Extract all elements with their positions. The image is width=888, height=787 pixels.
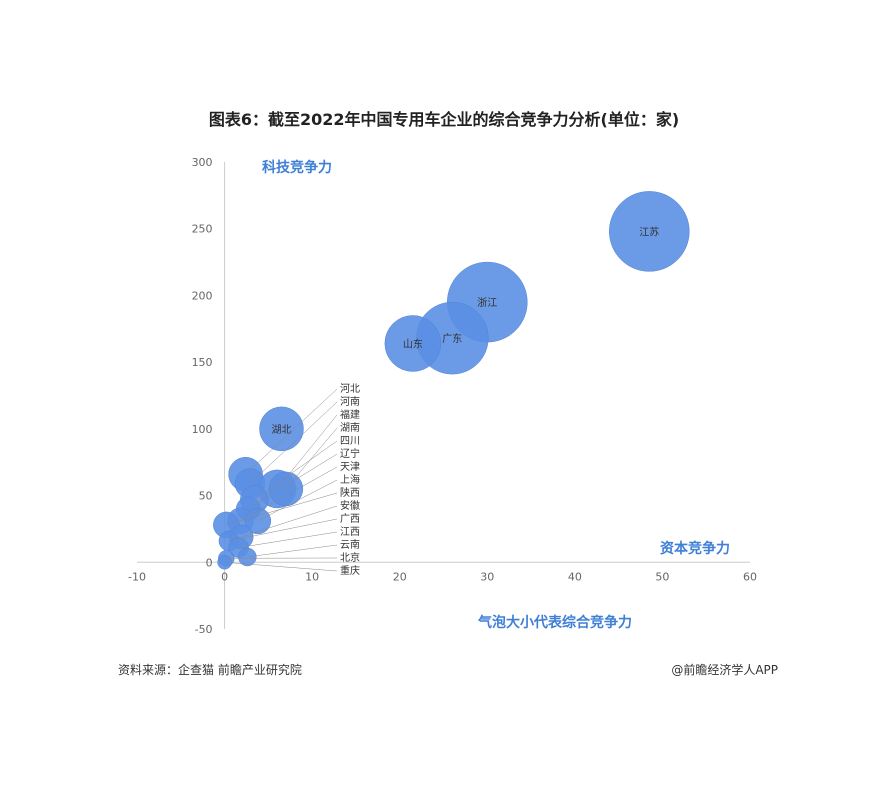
label-leader-line [228, 518, 338, 542]
y-tick-label: 100 [192, 423, 213, 436]
label-leader-line [249, 401, 338, 484]
bubble-label: 江苏 [639, 225, 659, 238]
source-note: 资料来源：企查猫 前瞻产业研究院 [118, 663, 302, 677]
bubble-label: 湖南 [340, 421, 360, 434]
bubble-label: 北京 [340, 551, 360, 564]
x-tick-label: 60 [743, 570, 757, 583]
bubble-label: 重庆 [340, 564, 360, 577]
bubble [609, 191, 690, 272]
bubble-label: 河北 [340, 383, 360, 395]
y-tick-label: -50 [195, 623, 213, 636]
bubble-label: 上海 [340, 473, 360, 486]
bubble-label: 安徽 [340, 499, 360, 512]
x-tick-label: 0 [221, 570, 228, 583]
bubble-label: 湖北 [271, 424, 291, 436]
bubble-label: 陕西 [340, 486, 360, 499]
bubble-label: 浙江 [477, 297, 497, 309]
y-axis-title: 科技竞争力 [262, 159, 332, 176]
y-tick-label: 300 [192, 156, 213, 169]
bubble-label: 山东 [403, 337, 423, 350]
bubble-label: 广西 [340, 513, 360, 525]
bubble-label: 河南 [340, 395, 360, 408]
x-tick-label: 30 [480, 570, 494, 583]
label-leader-line [224, 562, 338, 572]
x-tick-label: 50 [655, 570, 669, 583]
x-tick-label: -10 [128, 570, 146, 583]
label-leader-line [248, 453, 338, 510]
label-leader-line [254, 440, 338, 500]
y-tick-label: 0 [206, 556, 213, 569]
bubble [384, 315, 442, 372]
x-tick-label: 10 [305, 570, 319, 583]
x-tick-label: 40 [568, 570, 582, 583]
bubble-label: 天津 [340, 461, 360, 473]
x-tick-label: 20 [393, 570, 407, 583]
bubble [259, 406, 304, 452]
label-leader-line [285, 427, 338, 490]
bubble-label: 云南 [340, 538, 360, 551]
bubble-label: 四川 [340, 436, 360, 447]
bubble-label: 辽宁 [340, 447, 360, 460]
bubble-label: 广东 [442, 332, 462, 345]
label-leader-line [245, 388, 338, 475]
label-leader-line [226, 492, 338, 526]
y-tick-label: 200 [192, 289, 213, 302]
bubble-label: 江西 [340, 526, 360, 538]
bubble-size-note: 气泡大小代表综合竞争力 [477, 614, 632, 631]
label-leader-line [241, 505, 338, 538]
y-tick-label: 150 [192, 356, 213, 369]
label-leader-line [238, 531, 338, 548]
label-leader-line [257, 479, 338, 522]
bubble-label: 福建 [340, 408, 360, 421]
label-leader-line [247, 544, 338, 558]
chart-title: 图表6：截至2022年中国专用车企业的综合竞争力分析(单位：家) [208, 110, 680, 129]
y-tick-label: 250 [192, 223, 213, 236]
y-tick-label: 50 [199, 490, 213, 503]
credit-note: @前瞻经济学人APP [671, 663, 778, 677]
x-axis-title: 资本竞争力 [660, 540, 730, 557]
label-leader-line [240, 466, 338, 522]
